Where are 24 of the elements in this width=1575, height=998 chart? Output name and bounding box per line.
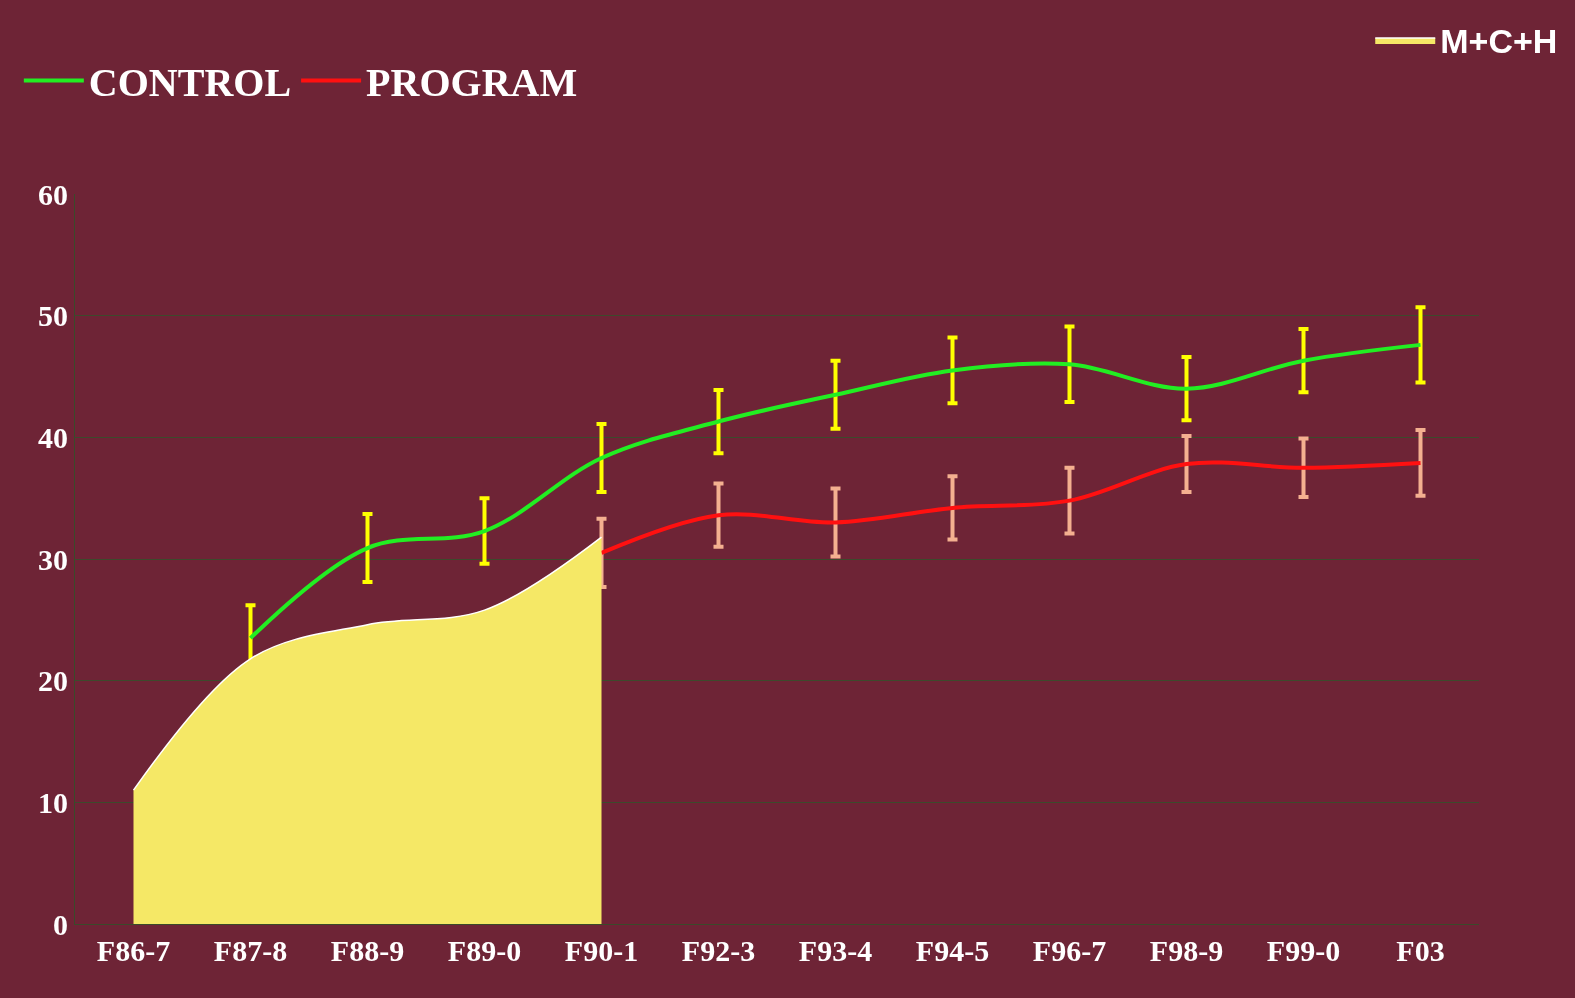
y-tick-label: 60 [38,177,68,211]
x-tick-label: F87-8 [213,934,288,967]
y-tick-label: 30 [38,542,68,576]
x-tick-label: F89-0 [447,934,522,967]
x-tick-label: F98-9 [1149,934,1224,967]
y-tick-label: 20 [38,664,68,698]
x-tick-label: F92-3 [681,934,756,967]
line-series [248,342,1423,641]
y-tick-label: 10 [38,785,68,819]
x-tick-label: F03 [1396,934,1445,967]
x-tick-label: F93-4 [798,934,873,967]
legend-label: PROGRAM [366,60,578,106]
x-tick-label: F88-9 [330,934,405,967]
y-tick-label: 50 [38,299,68,333]
x-tick-label: F94-5 [915,934,990,967]
y-tick-label: 0 [53,907,68,941]
legend-label: M+C+H [1440,22,1558,61]
x-tick-label: F90-1 [564,934,639,967]
y-tick-label: 40 [38,420,68,454]
x-tick-label: F96-7 [1032,934,1107,967]
x-tick-label: F86-7 [96,934,171,967]
x-tick-label: F99-0 [1266,934,1341,967]
line-series [599,460,1423,555]
legend-label: CONTROL [88,60,292,106]
